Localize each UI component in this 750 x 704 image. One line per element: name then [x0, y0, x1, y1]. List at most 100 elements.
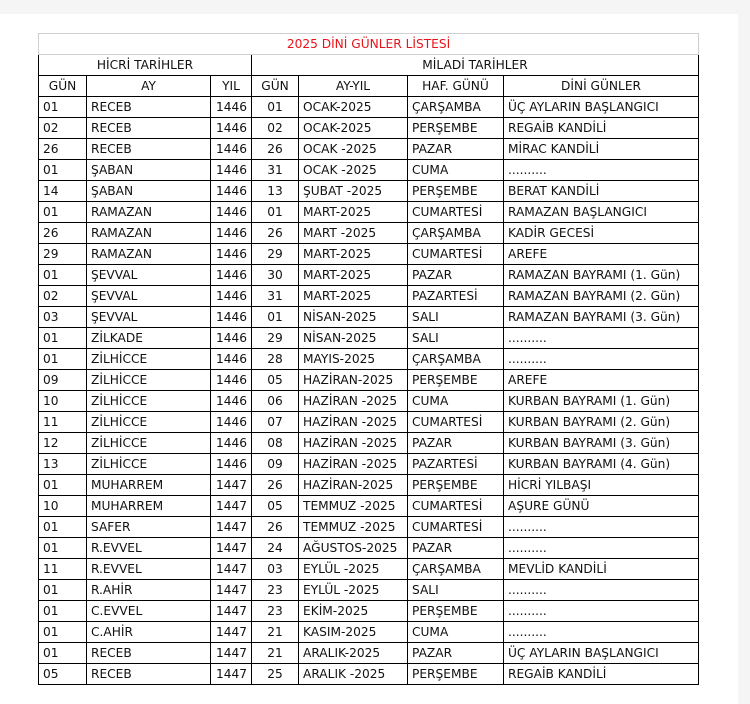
column-header-row: GÜN AY YIL GÜN AY-YIL HAF. GÜNÜ DİNİ GÜNLER: [38, 75, 699, 97]
cell-miladi-month-year: TEMMUZ -2025: [298, 495, 408, 517]
column-header-miladi-month-year: AY-YIL: [298, 75, 408, 97]
cell-hicri-day: 03: [38, 306, 87, 328]
cell-miladi-day: 26: [251, 516, 299, 538]
cell-hicri-day: 14: [38, 180, 87, 202]
cell-miladi-month-year: EYLÜL -2025: [298, 579, 408, 601]
cell-hicri-year: 1446: [210, 117, 252, 139]
cell-hicri-day: 11: [38, 411, 87, 433]
cell-weekday: PAZAR: [407, 264, 504, 286]
cell-hicri-month: ŞABAN: [86, 159, 211, 181]
cell-weekday: CUMARTESİ: [407, 495, 504, 517]
cell-weekday: SALI: [407, 579, 504, 601]
cell-miladi-month-year: OCAK -2025: [298, 138, 408, 160]
cell-hicri-year: 1446: [210, 285, 252, 307]
cell-hicri-year: 1447: [210, 558, 252, 580]
group-header-miladi: MİLADİ TARİHLER: [251, 54, 699, 76]
cell-hicri-day: 12: [38, 432, 87, 454]
cell-hicri-day: 01: [38, 348, 87, 370]
cell-hicri-day: 10: [38, 390, 87, 412]
cell-hicri-month: MUHARREM: [86, 474, 211, 496]
cell-hicri-day: 29: [38, 243, 87, 265]
table-row: 01 RECEB 1447 21 ARALIK-2025 PAZAR ÜÇ AYLARIN …: [38, 642, 699, 664]
cell-miladi-month-year: OCAK -2025: [298, 159, 408, 181]
cell-hicri-month: ŞEVVAL: [86, 285, 211, 307]
cell-miladi-day: 02: [251, 117, 299, 139]
cell-hicri-day: 01: [38, 516, 87, 538]
cell-miladi-month-year: EYLÜL -2025: [298, 558, 408, 580]
cell-hicri-month: C.EVVEL: [86, 600, 211, 622]
cell-miladi-day: 05: [251, 495, 299, 517]
cell-miladi-month-year: TEMMUZ -2025: [298, 516, 408, 538]
cell-religious-day: BERAT KANDİLİ: [503, 180, 699, 202]
cell-miladi-day: 23: [251, 579, 299, 601]
cell-miladi-month-year: NİSAN-2025: [298, 327, 408, 349]
cell-hicri-month: RECEB: [86, 663, 211, 685]
table-row: 01 ŞABAN 1446 31 OCAK -2025 CUMA..........: [38, 159, 699, 181]
table-row: 09 ZİLHİCCE 1446 05 HAZİRAN-2025 PERŞEMBE AREF…: [38, 369, 699, 391]
cell-religious-day: KURBAN BAYRAMI (2. Gün): [503, 411, 699, 433]
cell-miladi-month-year: ARALIK-2025: [298, 642, 408, 664]
table-row: 01 ŞEVVAL 1446 30 MART-2025 PAZAR RAMAZAN BAYR…: [38, 264, 699, 286]
cell-hicri-month: ZİLHİCCE: [86, 348, 211, 370]
cell-hicri-month: MUHARREM: [86, 495, 211, 517]
cell-miladi-month-year: HAZİRAN-2025: [298, 474, 408, 496]
cell-miladi-month-year: OCAK-2025: [298, 96, 408, 118]
cell-miladi-month-year: ARALIK -2025: [298, 663, 408, 685]
cell-religious-day: ..........: [503, 327, 699, 349]
cell-weekday: ÇARŞAMBA: [407, 558, 504, 580]
cell-hicri-month: RAMAZAN: [86, 201, 211, 223]
column-header-hicri-year: YIL: [210, 75, 252, 97]
cell-hicri-day: 05: [38, 663, 87, 685]
cell-hicri-month: ŞEVVAL: [86, 264, 211, 286]
cell-hicri-month: RAMAZAN: [86, 243, 211, 265]
table-row: 01 MUHARREM 1447 26 HAZİRAN-2025 PERŞEMBE HİCR…: [38, 474, 699, 496]
cell-hicri-month: RECEB: [86, 642, 211, 664]
cell-miladi-month-year: HAZİRAN -2025: [298, 453, 408, 475]
table-row: 01 C.EVVEL 1447 23 EKİM-2025 PERŞEMBE........…: [38, 600, 699, 622]
cell-religious-day: ..........: [503, 621, 699, 643]
cell-hicri-year: 1446: [210, 453, 252, 475]
cell-weekday: PAZARTESİ: [407, 453, 504, 475]
group-header-hicri: HİCRİ TARİHLER: [38, 54, 252, 76]
cell-hicri-day: 01: [38, 579, 87, 601]
table-row: 26 RAMAZAN 1446 26 MART -2025 ÇARŞAMBA KADİR G…: [38, 222, 699, 244]
cell-hicri-year: 1447: [210, 495, 252, 517]
table-row: 05 RECEB 1447 25 ARALIK -2025 PERŞEMBE REGAİB …: [38, 663, 699, 685]
religious-days-table: 2025 DİNİ GÜNLER LİSTESİ HİCRİ TARİHLER …: [38, 33, 699, 685]
cell-miladi-day: 21: [251, 642, 299, 664]
cell-miladi-month-year: HAZİRAN -2025: [298, 411, 408, 433]
cell-religious-day: ..........: [503, 579, 699, 601]
cell-hicri-month: ZİLHİCCE: [86, 390, 211, 412]
cell-religious-day: ÜÇ AYLARIN BAŞLANGICI: [503, 96, 699, 118]
cell-hicri-day: 02: [38, 285, 87, 307]
cell-miladi-day: 13: [251, 180, 299, 202]
cell-religious-day: MİRAC KANDİLİ: [503, 138, 699, 160]
cell-hicri-day: 01: [38, 264, 87, 286]
cell-religious-day: MEVLİD KANDİLİ: [503, 558, 699, 580]
cell-hicri-month: R.EVVEL: [86, 558, 211, 580]
cell-hicri-month: ZİLHİCCE: [86, 432, 211, 454]
cell-miladi-day: 29: [251, 327, 299, 349]
cell-religious-day: ..........: [503, 348, 699, 370]
cell-miladi-day: 08: [251, 432, 299, 454]
cell-miladi-day: 30: [251, 264, 299, 286]
cell-hicri-month: RECEB: [86, 96, 211, 118]
cell-weekday: PERŞEMBE: [407, 369, 504, 391]
cell-religious-day: ÜÇ AYLARIN BAŞLANGICI: [503, 642, 699, 664]
cell-miladi-day: 05: [251, 369, 299, 391]
cell-miladi-day: 07: [251, 411, 299, 433]
cell-hicri-year: 1446: [210, 201, 252, 223]
cell-hicri-month: R.EVVEL: [86, 537, 211, 559]
cell-hicri-day: 26: [38, 138, 87, 160]
cell-hicri-year: 1446: [210, 327, 252, 349]
cell-miladi-day: 26: [251, 474, 299, 496]
column-header-weekday: HAF. GÜNÜ: [407, 75, 504, 97]
cell-religious-day: HİCRİ YILBAŞI: [503, 474, 699, 496]
cell-weekday: ÇARŞAMBA: [407, 222, 504, 244]
cell-religious-day: KURBAN BAYRAMI (1. Gün): [503, 390, 699, 412]
cell-religious-day: AREFE: [503, 243, 699, 265]
cell-hicri-day: 01: [38, 96, 87, 118]
column-header-religious-day: DİNİ GÜNLER: [503, 75, 699, 97]
cell-hicri-day: 01: [38, 600, 87, 622]
cell-weekday: PAZARTESİ: [407, 285, 504, 307]
